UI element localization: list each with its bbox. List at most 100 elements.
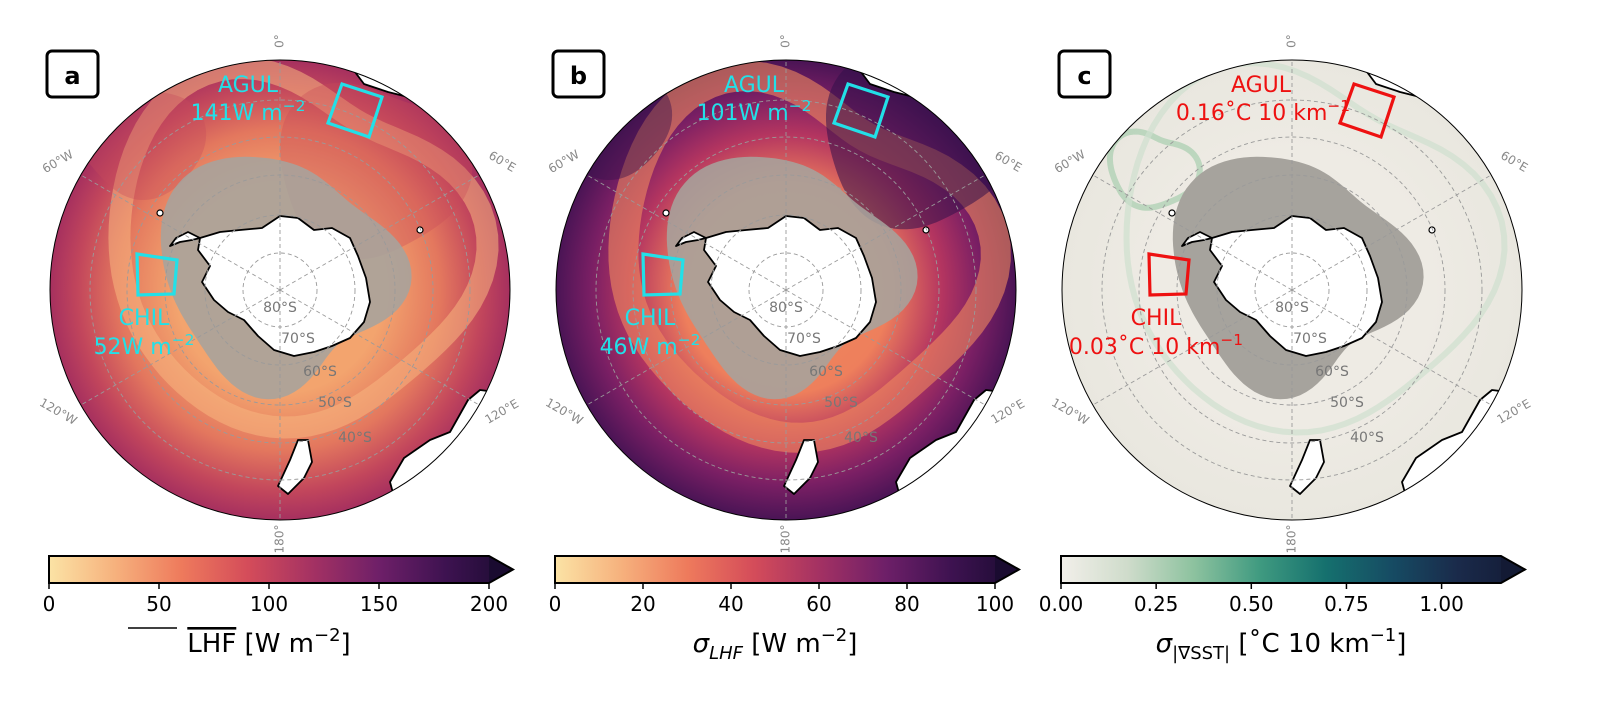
meridian-line	[785, 174, 986, 291]
colorbar-tick-label: 60	[806, 592, 831, 616]
colorbar-tick-label: 80	[894, 592, 919, 616]
agul-value-label-exponent: −1	[1327, 97, 1350, 115]
longitude-label: 60°E	[1498, 148, 1530, 175]
meridian-line	[279, 289, 480, 406]
meridian-line	[1291, 174, 1492, 291]
colorbar-tick-label: 100	[250, 592, 288, 616]
latitude-circle	[632, 136, 940, 444]
antarctica-land	[197, 215, 371, 357]
colorbar-frame	[48, 555, 516, 584]
map-border	[49, 59, 511, 521]
colorbar-tick-label: 20	[630, 592, 655, 616]
longitude-label: 120°E	[988, 396, 1027, 426]
latitude-label: 40°S	[1350, 430, 1384, 446]
antarctica-land	[703, 215, 877, 357]
island	[416, 226, 424, 234]
panel-label-box	[1057, 49, 1112, 99]
chil-value-label: 52W m−2	[94, 331, 195, 360]
chil-value-label: 46W m−2	[600, 331, 701, 360]
antarctica-land	[1209, 215, 1383, 357]
longitude-label: 120°W	[543, 395, 585, 428]
panel-b: 80°S 70°S 60°S 50°S 40°S 0° 60°E 120°E 180° 120°W…	[543, 34, 1027, 664]
latitude-label: 50°S	[824, 395, 858, 411]
agul-region-box[interactable]	[1337, 81, 1397, 140]
chil-region-box[interactable]	[641, 252, 685, 297]
longitude-label: 120°E	[482, 396, 521, 426]
latitude-circle	[1101, 99, 1483, 481]
colorbar-label-subscript: LHF	[709, 643, 744, 664]
antarctic-peninsula	[169, 231, 201, 247]
chil-value-label-value: 52W m	[94, 335, 172, 360]
agul-region-box[interactable]	[325, 81, 385, 140]
meridian-line	[279, 174, 480, 291]
colorbar-tick-label: 150	[360, 592, 398, 616]
panel-label: c	[1077, 62, 1091, 90]
colorbar-label: LHF [W m−2]	[187, 625, 350, 659]
panel-c: 80°S 70°S 60°S 50°S 40°S 0° 60°E 120°E 180° 120°W…	[1039, 34, 1533, 664]
agul-value-label-value: 141W m	[191, 101, 283, 126]
meridian-line	[586, 289, 787, 406]
current-band	[108, 60, 499, 439]
longitude-label: 60°W	[40, 147, 76, 176]
colorbar-label-exponent: −2	[821, 625, 848, 646]
agul-value-label-value: 101W m	[697, 101, 789, 126]
longitude-label: 60°W	[546, 147, 582, 176]
panel-label: a	[64, 62, 80, 90]
colorbar: 0.00 0.25 0.50 0.75 1.00 σ|∇SST| [˚C 10 km−1]	[1039, 555, 1528, 664]
longitude-label: 120°W	[37, 395, 79, 428]
colorbar-label: σ|∇SST| [˚C 10 km−1]	[1156, 625, 1407, 664]
colorbar-label: σLHF [W m−2]	[693, 625, 858, 664]
colorbar-label-close: ]	[341, 629, 351, 659]
latitude-circle	[126, 136, 434, 444]
chil-value-label-exponent: −1	[1220, 331, 1243, 349]
agul-region-box[interactable]	[831, 81, 891, 140]
antarctic-peninsula	[675, 231, 707, 247]
colorbar-body	[49, 556, 513, 583]
latitude-circle	[710, 214, 862, 366]
longitude-label: 180°	[1285, 525, 1299, 554]
colorbar-label-unit: [W m	[236, 629, 314, 659]
map-disk	[50, 60, 510, 520]
agul-value-label: 141W m−2	[191, 97, 306, 126]
antarctic-peninsula	[1181, 231, 1213, 247]
chil-region-box[interactable]	[135, 252, 179, 297]
agul-name-label: AGUL	[218, 73, 279, 98]
longitude-label: 180°	[779, 525, 793, 554]
map-border	[555, 59, 1017, 521]
colorbar-label-subscript: |∇SST|	[1172, 643, 1230, 664]
latitude-circle	[1216, 214, 1368, 366]
colorbar-label-symbol: σ	[1156, 629, 1174, 659]
latitude-label: 80°S	[769, 300, 803, 316]
island	[1428, 226, 1436, 234]
colorbar-tick-label: 1.00	[1419, 592, 1464, 616]
chil-value-label-exponent: −2	[172, 331, 195, 349]
colorbar-extend-arrow	[1501, 556, 1525, 583]
colorbar-label-symbol: σ	[693, 629, 711, 659]
colorbar-frame	[1060, 555, 1528, 584]
latitude-label: 50°S	[1330, 395, 1364, 411]
meridian-line	[586, 174, 787, 291]
latitude-label: 40°S	[338, 430, 372, 446]
chil-value-label-exponent: −2	[678, 331, 701, 349]
meridian-line	[1092, 289, 1293, 406]
latitude-label: 60°S	[303, 364, 337, 380]
colorbar-frame	[554, 555, 1022, 584]
latitude-label: 70°S	[787, 331, 821, 347]
colorbar-tick-label: 0.50	[1229, 592, 1274, 616]
latitude-label: 40°S	[844, 430, 878, 446]
colorbar: 0 20 40 60 80 100 σLHF [W m−2]	[549, 555, 1022, 664]
new-zealand-land	[783, 439, 819, 495]
chil-value-label-value: 46W m	[600, 335, 678, 360]
colorbar-extend-arrow	[489, 556, 513, 583]
agul-name-label: AGUL	[1231, 73, 1292, 98]
chil-region-box[interactable]	[1147, 252, 1191, 297]
colorbar-body	[1061, 556, 1525, 583]
colorbar-label-unit: [˚C 10 km	[1230, 629, 1370, 659]
island	[1168, 209, 1176, 217]
agul-value-label: 0.16˚C 10 km−1	[1176, 97, 1350, 126]
longitude-label: 60°E	[992, 148, 1024, 175]
latitude-circle	[89, 99, 471, 481]
colorbar-extend-arrow	[995, 556, 1019, 583]
latitude-label: 60°S	[809, 364, 843, 380]
